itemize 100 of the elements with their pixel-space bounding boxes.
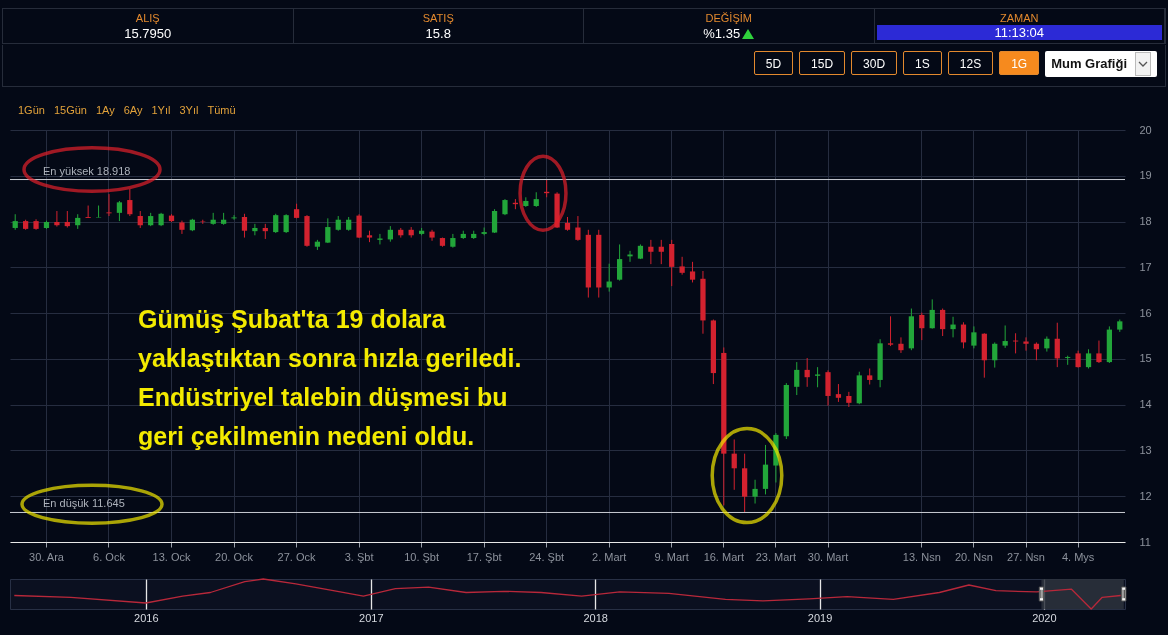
x-tick-label: 13. Ock bbox=[152, 550, 191, 563]
x-tick-label: 27. Ock bbox=[277, 550, 317, 563]
candlestick bbox=[231, 214, 237, 221]
candlestick bbox=[940, 308, 946, 337]
text: 1Ay bbox=[95, 104, 115, 116]
candlestick bbox=[54, 210, 60, 228]
text: 15.7950 bbox=[124, 26, 172, 41]
candlestick bbox=[1054, 322, 1060, 368]
x-tick-label: 20. Ock bbox=[215, 550, 254, 563]
x-tick-label: 2. Mart bbox=[592, 550, 627, 563]
y-tick-label: 13 bbox=[1139, 443, 1152, 456]
candlestick bbox=[283, 213, 289, 234]
candlestick bbox=[825, 369, 831, 407]
candlestick bbox=[971, 325, 977, 349]
x-tick-label: 20. Nsn bbox=[954, 550, 993, 563]
x-tick-label: 6. Ock bbox=[93, 550, 126, 563]
text: Tümü bbox=[207, 104, 236, 116]
text: 1S bbox=[903, 51, 942, 75]
candlestick bbox=[814, 366, 821, 388]
x-tick-label: 3. Şbt bbox=[344, 550, 374, 563]
candlestick bbox=[731, 438, 737, 491]
x-tick-label: 13. Nsn bbox=[902, 550, 941, 563]
text: %1.35 bbox=[703, 26, 741, 41]
candlestick bbox=[325, 217, 331, 244]
candlestick bbox=[794, 361, 800, 396]
candlestick bbox=[658, 239, 664, 265]
x-tick-label: 17. Şbt bbox=[466, 550, 502, 563]
candlestick bbox=[950, 316, 956, 338]
y-tick-label: 14 bbox=[1139, 398, 1152, 411]
y-tick-label: 18 bbox=[1139, 215, 1152, 228]
candlestick bbox=[481, 227, 487, 236]
x-tick-label: 4. Mys bbox=[1061, 550, 1095, 563]
candlestick bbox=[575, 215, 581, 242]
x-tick-label: 16. Mart bbox=[703, 550, 744, 563]
x-tick-label: 23. Mart bbox=[755, 550, 797, 563]
text: 15Gün bbox=[53, 104, 87, 116]
text: 1G bbox=[999, 51, 1040, 75]
candlestick bbox=[429, 229, 435, 242]
candlestick bbox=[648, 239, 654, 265]
candlestick bbox=[127, 188, 133, 217]
candlestick bbox=[804, 357, 810, 388]
text: 3Yıl bbox=[179, 104, 199, 116]
text: 11:13:04 bbox=[994, 25, 1045, 40]
candlestick bbox=[929, 298, 935, 330]
candlestick bbox=[960, 321, 967, 349]
candlestick bbox=[679, 256, 685, 276]
candlestick bbox=[116, 200, 123, 222]
candlestick bbox=[846, 391, 852, 408]
candlestick bbox=[85, 205, 91, 219]
category-label: ALIŞ bbox=[134, 12, 161, 24]
x-tick-label: 2020 bbox=[1032, 611, 1057, 624]
y-tick-label: 17 bbox=[1139, 260, 1152, 273]
x-tick-label: 30. Mart bbox=[807, 550, 849, 563]
category-label: SATIŞ bbox=[421, 12, 455, 24]
candlestick bbox=[752, 479, 758, 505]
text: 12S bbox=[947, 51, 994, 75]
x-tick-label: 10. Şbt bbox=[404, 550, 440, 563]
text: 30D bbox=[851, 51, 898, 75]
text: 15D bbox=[799, 51, 846, 75]
x-tick-label: 2016 bbox=[134, 611, 159, 624]
candlestick bbox=[898, 336, 904, 354]
candlestick bbox=[377, 233, 383, 245]
category-label: DEĞİŞİM bbox=[704, 12, 753, 24]
candlestick bbox=[106, 193, 112, 217]
y-tick-label: 16 bbox=[1139, 306, 1152, 319]
candlestick bbox=[689, 261, 696, 283]
x-tick-label: 2018 bbox=[583, 611, 608, 624]
x-tick-label: 9. Mart bbox=[654, 550, 689, 563]
y-tick-label: 19 bbox=[1139, 169, 1152, 182]
category-label: ZAMAN bbox=[999, 12, 1040, 24]
x-tick-label: 27. Nsn bbox=[1007, 550, 1045, 563]
candlestick bbox=[887, 315, 894, 347]
x-tick-label: 30. Ara bbox=[29, 550, 65, 563]
text: 6Ay bbox=[123, 104, 143, 116]
y-tick-label: 12 bbox=[1139, 489, 1152, 502]
x-tick-label: 24. Şbt bbox=[529, 550, 565, 563]
candlestick bbox=[1002, 324, 1008, 349]
y-tick-label: 11 bbox=[1139, 535, 1151, 548]
text: Mum Grafiği bbox=[1051, 55, 1127, 73]
x-tick-label: 2019 bbox=[807, 611, 833, 624]
ref-line-label: En yüksek 18.918 bbox=[43, 164, 131, 177]
ref-line-label: En düşük 11.645 bbox=[43, 497, 125, 510]
candlestick bbox=[1096, 340, 1102, 364]
candlestick bbox=[919, 312, 925, 341]
y-tick-label: 15 bbox=[1139, 352, 1152, 365]
candlestick bbox=[1085, 348, 1092, 369]
y-tick-label: 20 bbox=[1139, 123, 1152, 136]
x-tick-label: 2017 bbox=[359, 611, 384, 624]
candlestick bbox=[992, 341, 998, 369]
annotation: Gümüş Şubat'ta 19 dolara yaklaştıktan sonra hızla geriledi. Endüstriyel talebin düşmesi bu geri çekilmenin nedeni oldu. bbox=[138, 305, 522, 450]
candlestick bbox=[616, 243, 623, 282]
text: 15.8 bbox=[425, 26, 451, 41]
candlestick bbox=[669, 239, 675, 287]
candlestick bbox=[252, 223, 258, 236]
text: 1Gün bbox=[18, 104, 45, 116]
text: 5D bbox=[753, 51, 794, 75]
text: 1Yıl bbox=[151, 104, 171, 116]
candlestick bbox=[273, 213, 279, 234]
candlestick bbox=[1023, 336, 1029, 352]
candlestick bbox=[241, 213, 248, 239]
